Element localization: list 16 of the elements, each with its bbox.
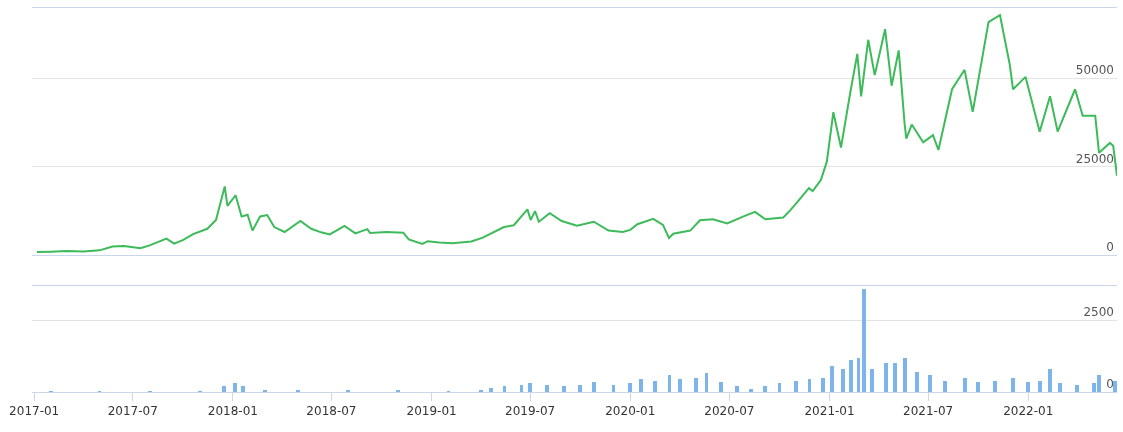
y-tick-label: 25000 (1075, 151, 1114, 166)
x-tick-label: 2019-07 (505, 404, 556, 419)
y-tick-label: 2500 (1083, 305, 1114, 320)
y-tick-label: 0 (1106, 240, 1114, 255)
x-tick-label: 2021-07 (903, 404, 954, 419)
x-tick-label: 2020-01 (605, 404, 656, 419)
x-tick-label: 2021-01 (804, 404, 855, 419)
x-tick-label: 2019-01 (406, 404, 457, 419)
x-tick-label: 2018-01 (207, 404, 258, 419)
y-tick-label: 50000 (1075, 63, 1114, 78)
x-tick-label: 2020-07 (704, 404, 755, 419)
x-tick-label: 2022-01 (1003, 404, 1054, 419)
x-tick-label: 2017-01 (9, 404, 60, 419)
x-tick-label: 2017-07 (107, 404, 158, 419)
y-tick-label: 0 (1106, 376, 1114, 391)
x-tick-label: 2018-07 (306, 404, 357, 419)
